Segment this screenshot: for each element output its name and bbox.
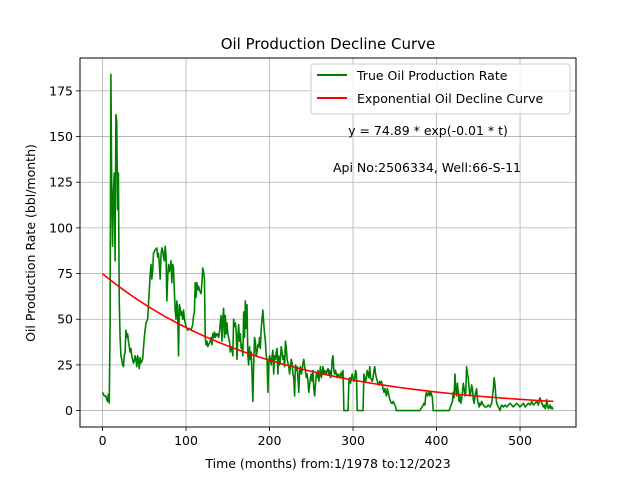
x-tick-label: 200 bbox=[258, 433, 282, 448]
plot-frame bbox=[79, 57, 577, 428]
series-line-decline-curve bbox=[102, 273, 554, 403]
x-axis-label: Time (months) from:1/1978 to:12/2023 bbox=[204, 456, 450, 471]
equation-annotation: y = 74.89 * exp(-0.01 * t) bbox=[348, 123, 508, 138]
y-tick-label: 175 bbox=[49, 83, 73, 98]
y-axis-label: Oil Production Rate (bbl/month) bbox=[23, 144, 38, 342]
x-tick-label: 100 bbox=[174, 433, 198, 448]
x-tick-label: 500 bbox=[508, 433, 532, 448]
y-tick-label: 75 bbox=[57, 266, 73, 281]
y-tick-label: 100 bbox=[49, 220, 73, 235]
x-tick-label: 400 bbox=[425, 433, 449, 448]
chart-title: Oil Production Decline Curve bbox=[221, 35, 436, 53]
y-tick-label: 0 bbox=[65, 403, 73, 418]
y-tick-label: 150 bbox=[49, 129, 73, 144]
well-annotation: Api No:2506334, Well:66-S-11 bbox=[333, 160, 521, 175]
y-tick-label: 125 bbox=[49, 175, 73, 190]
legend-box bbox=[310, 63, 571, 115]
series-line-true-rate bbox=[101, 73, 554, 412]
series-group bbox=[101, 73, 554, 412]
y-tick-label: 50 bbox=[57, 312, 73, 327]
x-tick-label: 300 bbox=[341, 433, 365, 448]
x-tick-label: 0 bbox=[99, 433, 107, 448]
axis-ticks: 0 100 200 300 400 500 0 25 50 75 100 125 150 175 bbox=[49, 83, 532, 448]
y-tick-label: 25 bbox=[57, 357, 73, 372]
legend: True Oil Production Rate Exponential Oil… bbox=[310, 63, 571, 115]
legend-label-true-rate: True Oil Production Rate bbox=[356, 68, 508, 83]
legend-label-decline-curve: Exponential Oil Decline Curve bbox=[357, 91, 544, 106]
